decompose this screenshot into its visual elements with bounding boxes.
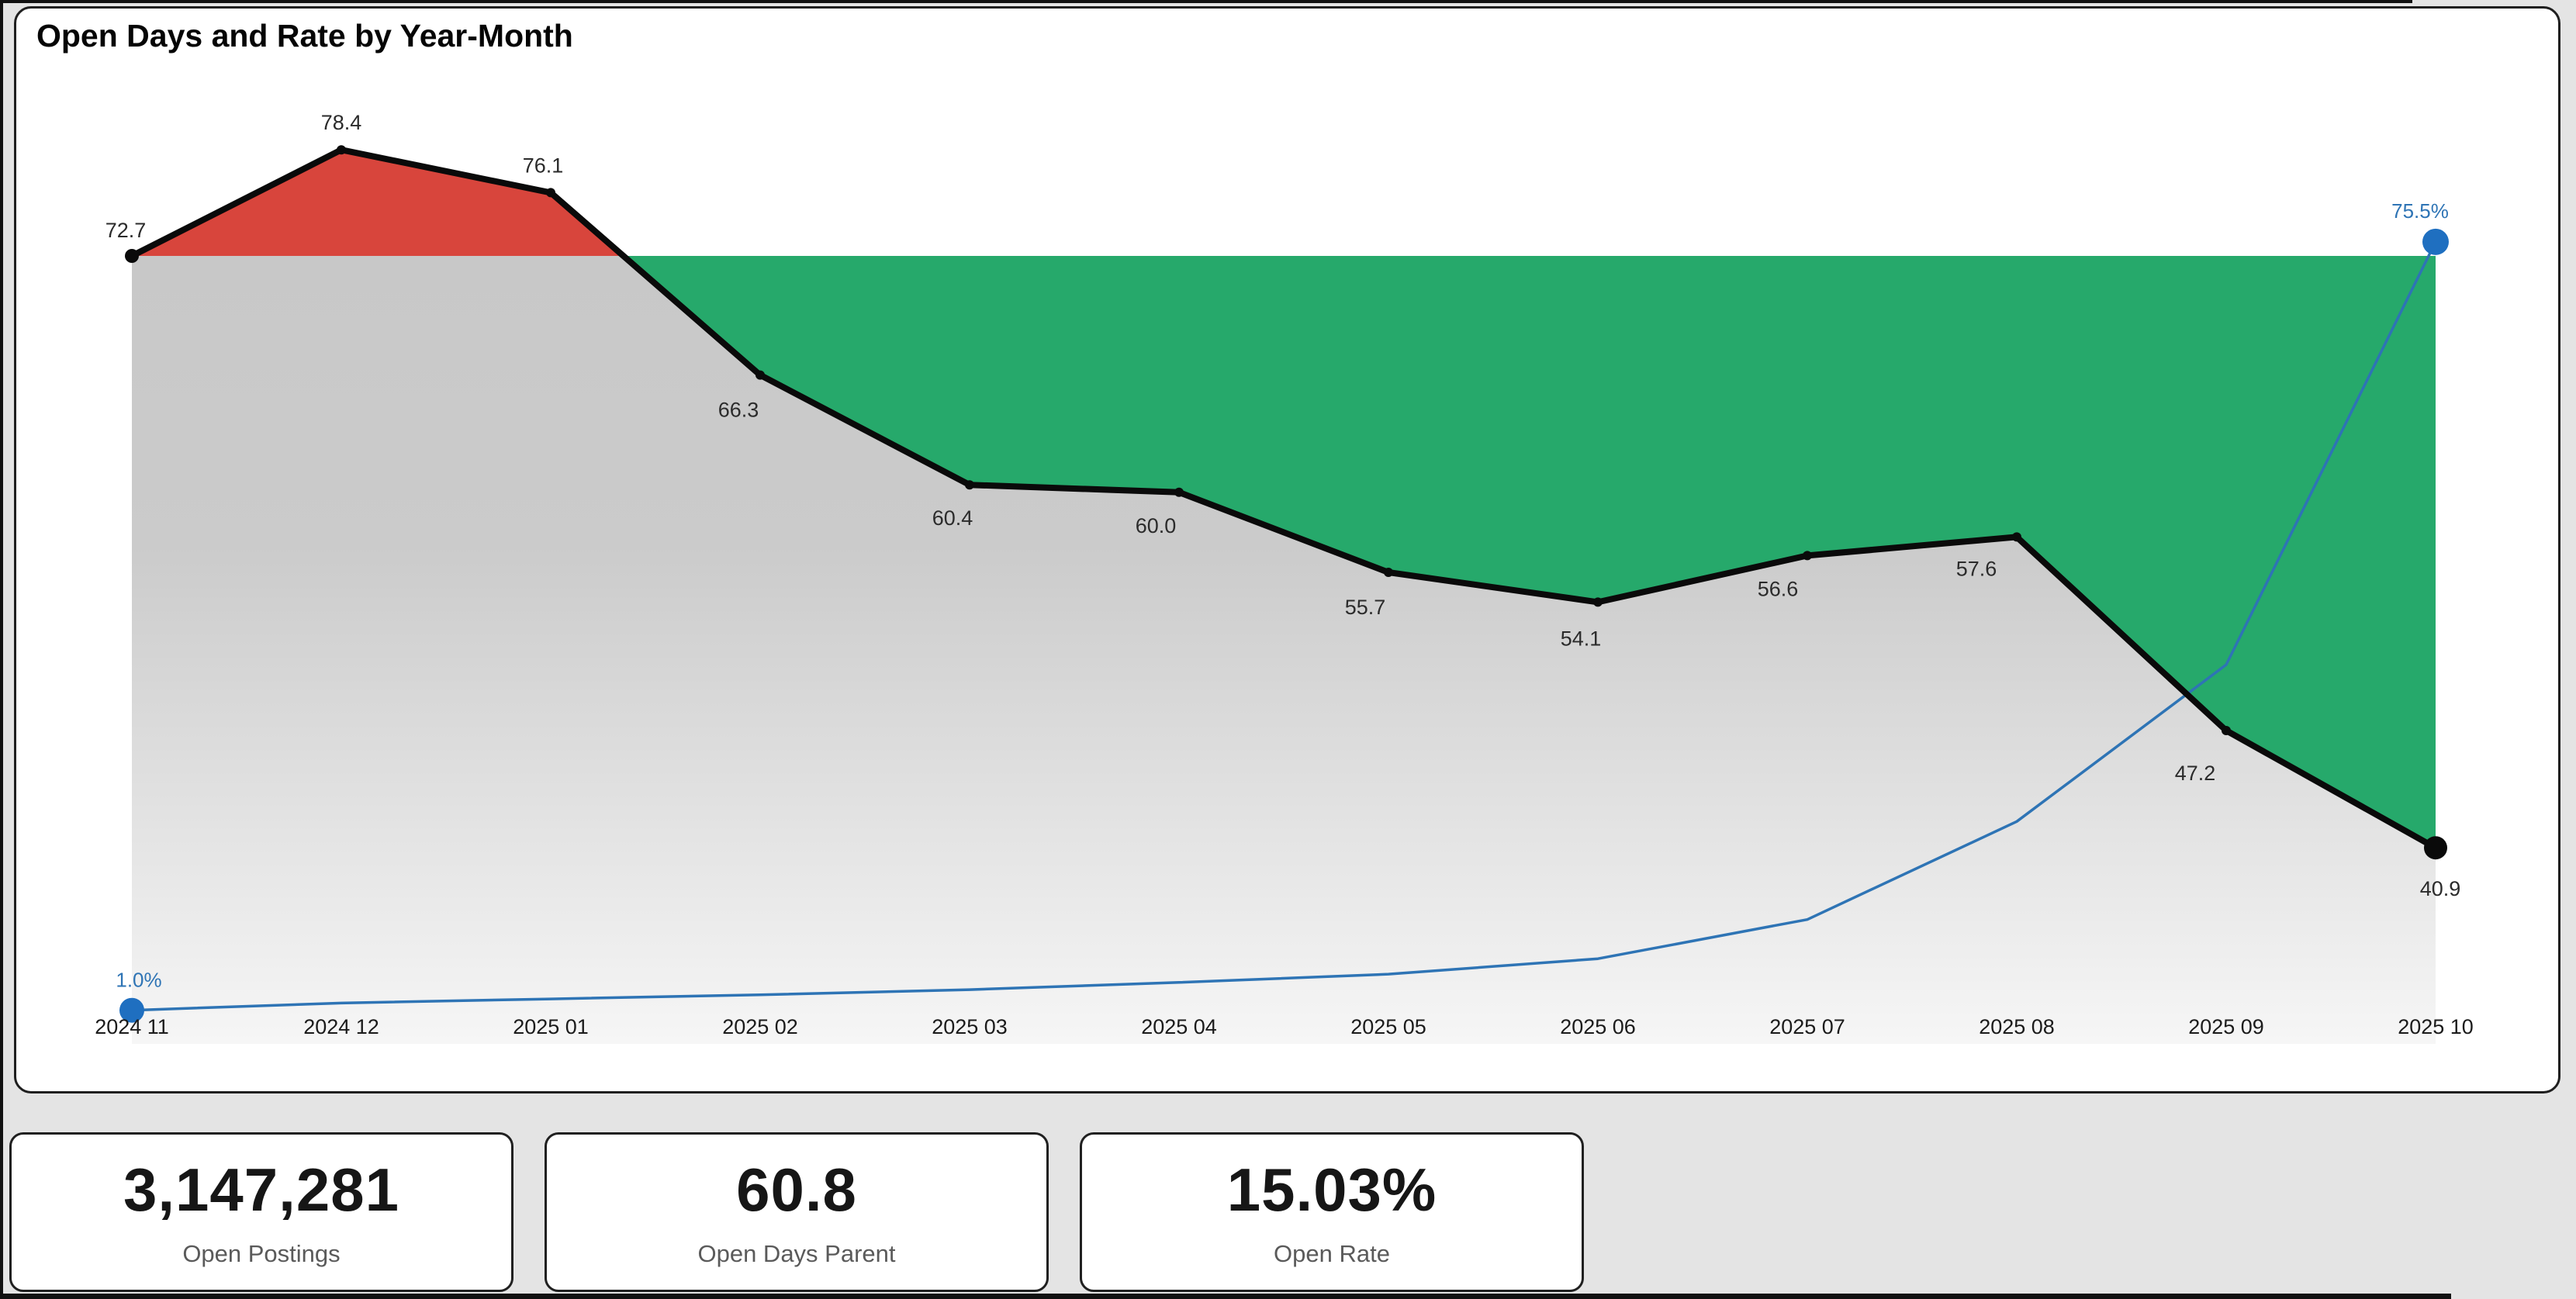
kpi-label-open-postings: Open Postings	[182, 1239, 341, 1267]
data-point-marker	[546, 188, 555, 198]
data-point-marker	[1803, 551, 1812, 561]
rate-endpoint-dot	[119, 997, 144, 1023]
kpi-value-open-rate: 15.03%	[1226, 1155, 1437, 1224]
x-axis-label: 2025 01	[513, 1015, 589, 1038]
data-point-marker	[1174, 487, 1184, 497]
kpi-label-open-days-parent: Open Days Parent	[697, 1239, 896, 1267]
x-axis-label: 2025 07	[1769, 1015, 1845, 1038]
kpi-card-open-postings[interactable]: 3,147,281 Open Postings	[9, 1132, 513, 1292]
x-axis-label: 2025 02	[722, 1015, 798, 1038]
window-frame-left	[0, 0, 3, 1299]
x-axis-label: 2024 11	[95, 1015, 169, 1038]
x-axis-label: 2024 12	[303, 1015, 379, 1038]
data-label-open-days: 56.6	[1758, 577, 1799, 600]
x-axis-label: 2025 05	[1350, 1015, 1426, 1038]
data-label-open-days: 57.6	[1956, 557, 1997, 580]
data-point-marker	[2222, 726, 2231, 735]
area-below-baseline-green	[623, 256, 2436, 848]
kpi-value-open-postings: 3,147,281	[123, 1155, 399, 1224]
rate-endpoint-dot	[2422, 228, 2449, 255]
data-point-marker	[965, 480, 974, 490]
open-days-line	[129, 147, 2439, 852]
data-label-open-days: 40.9	[2420, 877, 2461, 900]
data-point-marker	[2424, 836, 2447, 860]
data-label-open-rate: 1.0%	[116, 969, 161, 992]
data-label-open-days: 66.3	[718, 399, 759, 422]
chart-svg[interactable]: 72.7 78.4 76.1 66.3 60.4 60.0 55.7 54.1 56.6 57.6…	[16, 9, 2558, 1091]
data-label-open-rate: 75.5%	[2391, 199, 2449, 223]
data-point-marker	[1384, 568, 1393, 577]
data-label-open-days: 47.2	[2175, 762, 2216, 785]
data-label-open-days: 72.7	[105, 219, 147, 242]
data-point-marker	[337, 145, 346, 155]
data-label-open-days: 55.7	[1345, 596, 1386, 619]
data-label-open-days: 60.4	[932, 506, 973, 530]
data-point-marker	[1593, 597, 1603, 607]
data-label-open-days: 78.4	[321, 111, 362, 134]
x-axis-label: 2025 09	[2188, 1015, 2264, 1038]
area-under-line-gray	[132, 150, 2436, 1045]
x-axis-label: 2025 04	[1141, 1015, 1217, 1038]
data-label-open-days: 60.0	[1136, 514, 1177, 537]
x-axis-label: 2025 03	[932, 1015, 1008, 1038]
area-above-baseline-red	[132, 150, 624, 256]
window-frame-bottom	[0, 1294, 2451, 1299]
chart-title: Open Days and Rate by Year-Month	[36, 18, 573, 54]
kpi-card-open-days-parent[interactable]: 60.8 Open Days Parent	[545, 1132, 1049, 1292]
kpi-value-open-days-parent: 60.8	[736, 1155, 857, 1224]
data-label-open-days: 76.1	[523, 154, 564, 177]
data-point-marker	[125, 249, 139, 263]
kpi-label-open-rate: Open Rate	[1274, 1239, 1390, 1267]
open-days-rate-chart-card[interactable]: Open Days and Rate by Year-Month 72.7 78.…	[14, 6, 2560, 1093]
window-frame-top	[0, 0, 2412, 3]
x-axis-label: 2025 06	[1560, 1015, 1636, 1038]
data-point-marker	[2012, 532, 2021, 542]
x-axis-label: 2025 08	[1979, 1015, 2055, 1038]
open-rate-line	[131, 241, 2437, 1012]
data-point-marker	[756, 370, 765, 380]
x-axis-label: 2025 10	[2398, 1015, 2474, 1038]
data-label-open-days: 54.1	[1561, 627, 1602, 650]
kpi-card-open-rate[interactable]: 15.03% Open Rate	[1080, 1132, 1584, 1292]
